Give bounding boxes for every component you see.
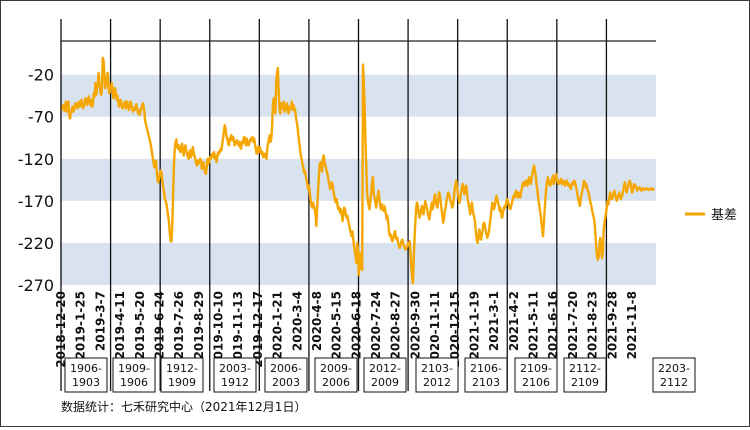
x-tick-label: 2019-10-10 (212, 291, 226, 368)
contract-box-border (64, 357, 108, 393)
x-tick-label: 2020-9-30 (408, 291, 422, 359)
contract-box-border (314, 357, 358, 393)
x-tick-label: 2019-3-7 (93, 291, 107, 351)
x-tick-label: 2021-9-28 (605, 291, 619, 359)
contract-label-line1: 2112- (569, 362, 601, 375)
contract-label-line2: 2109 (571, 376, 599, 389)
x-tick-label: 2021-11-8 (625, 291, 639, 359)
contract-label-box: 2106-2103 (464, 357, 508, 393)
legend-label: 基差 (711, 208, 737, 223)
contract-label-box: 2009-2006 (314, 357, 358, 393)
x-tick-label: 2020-4-8 (310, 291, 324, 351)
contract-label-line1: 2203- (658, 362, 690, 375)
contract-box-border (264, 357, 308, 393)
contract-box-border (112, 357, 156, 393)
contract-box-border (415, 357, 459, 393)
contract-label-line2: 2106 (522, 376, 550, 389)
contract-label-line1: 1909- (118, 362, 150, 375)
contract-box-border (363, 357, 407, 393)
contract-label-line2: 1909 (168, 376, 196, 389)
x-tick-label: 2021-7-20 (566, 291, 580, 359)
x-tick-label: 2021-3-1 (487, 291, 501, 351)
contract-label-line2: 2012 (423, 376, 451, 389)
contract-label-line2: 1903 (72, 376, 100, 389)
contract-label-box: 2109-2106 (514, 357, 558, 393)
basis-series-line (59, 56, 655, 285)
x-tick-label: 2019-12-17 (251, 291, 265, 368)
contract-label-line1: 1912- (166, 362, 198, 375)
contract-label-box: 2012-2009 (363, 357, 407, 393)
x-tick-label: 2019-4-11 (113, 291, 127, 359)
x-tick-label: 2021-8-23 (586, 291, 600, 359)
x-tick-label: 2019-8-29 (192, 291, 206, 359)
y-axis-tick-labels: -20 -70 -120 -170 -220 -270 (18, 66, 54, 295)
x-tick-label: 2020-5-15 (330, 291, 344, 359)
y-tick-label: -120 (18, 150, 54, 169)
y-tick-label: -220 (18, 234, 54, 253)
x-tick-label: 2021-6-16 (546, 291, 560, 359)
contract-label-box: 2006-2003 (264, 357, 308, 393)
contract-label-line2: 1906 (120, 376, 148, 389)
contract-label-box: 1909-1906 (112, 357, 156, 393)
contract-label-line2: 1912 (221, 376, 249, 389)
contract-divider-lines (60, 19, 608, 391)
x-tick-label: 2020-6-18 (349, 291, 363, 359)
contract-label-box: 2003-1912 (213, 357, 257, 393)
x-tick-label: 2020-12-15 (448, 291, 462, 368)
contract-label-box: 1906-1903 (64, 357, 108, 393)
contract-box-border (514, 357, 558, 393)
contract-box-border (160, 357, 204, 393)
x-tick-label: 2020-7-24 (369, 291, 383, 359)
contract-label-line2: 2009 (371, 376, 399, 389)
contract-label-line1: 2003- (219, 362, 251, 375)
contract-label-line2: 2112 (660, 376, 688, 389)
contract-box-border (213, 357, 257, 393)
contract-label-box: 2103-2012 (415, 357, 459, 393)
contract-label-box: 2203-2112 (652, 357, 696, 393)
x-tick-label: 2019-6-24 (152, 291, 166, 359)
x-axis-tick-labels: 2018-12-20 2019-1-25 2019-3-7 2019-4-11 2019… (54, 291, 639, 368)
contract-label-line2: 2006 (322, 376, 350, 389)
contract-box-border (652, 357, 696, 393)
contract-label-line1: 2103- (421, 362, 453, 375)
contract-label-line1: 2012- (369, 362, 401, 375)
x-tick-label: 2021-4-2 (507, 291, 521, 351)
contract-label-line1: 1906- (70, 362, 102, 375)
contract-label-line1: 2106- (470, 362, 502, 375)
x-tick-label: 2018-12-20 (54, 291, 68, 368)
contract-label-line1: 2109- (520, 362, 552, 375)
y-tick-label: -20 (28, 66, 54, 85)
contract-label-line2: 2103 (472, 376, 500, 389)
y-tick-label: -70 (28, 108, 54, 127)
x-tick-label: 2020-1-21 (271, 291, 285, 359)
y-tick-label: -270 (18, 276, 54, 295)
contract-label-line2: 2003 (272, 376, 300, 389)
contract-box-border (464, 357, 508, 393)
x-tick-label: 2019-5-20 (133, 291, 147, 359)
contract-label-boxes: 1906-19031909-19061912-19092003-19122006… (64, 357, 696, 393)
source-note: 数据统计：七禾研究中心（2021年12月1日） (61, 400, 307, 414)
contract-label-box: 1912-1909 (160, 357, 204, 393)
x-tick-label: 2019-7-26 (172, 291, 186, 359)
x-tick-label: 2019-1-25 (74, 291, 88, 359)
x-tick-label: 2020-11-11 (428, 291, 442, 368)
x-tick-label: 2021-1-19 (467, 291, 481, 359)
legend: 基差 (685, 208, 737, 223)
x-tick-label: 2020-3-4 (290, 291, 304, 351)
contract-label-line1: 2009- (320, 362, 352, 375)
contract-label-line1: 2006- (270, 362, 302, 375)
y-tick-label: -170 (18, 192, 54, 211)
contract-box-border (563, 357, 607, 393)
contract-label-box: 2112-2109 (563, 357, 607, 393)
x-tick-label: 2021-5-11 (527, 291, 541, 359)
x-tick-label: 2020-8-27 (389, 291, 403, 359)
x-tick-label: 2019-11-13 (231, 291, 245, 368)
